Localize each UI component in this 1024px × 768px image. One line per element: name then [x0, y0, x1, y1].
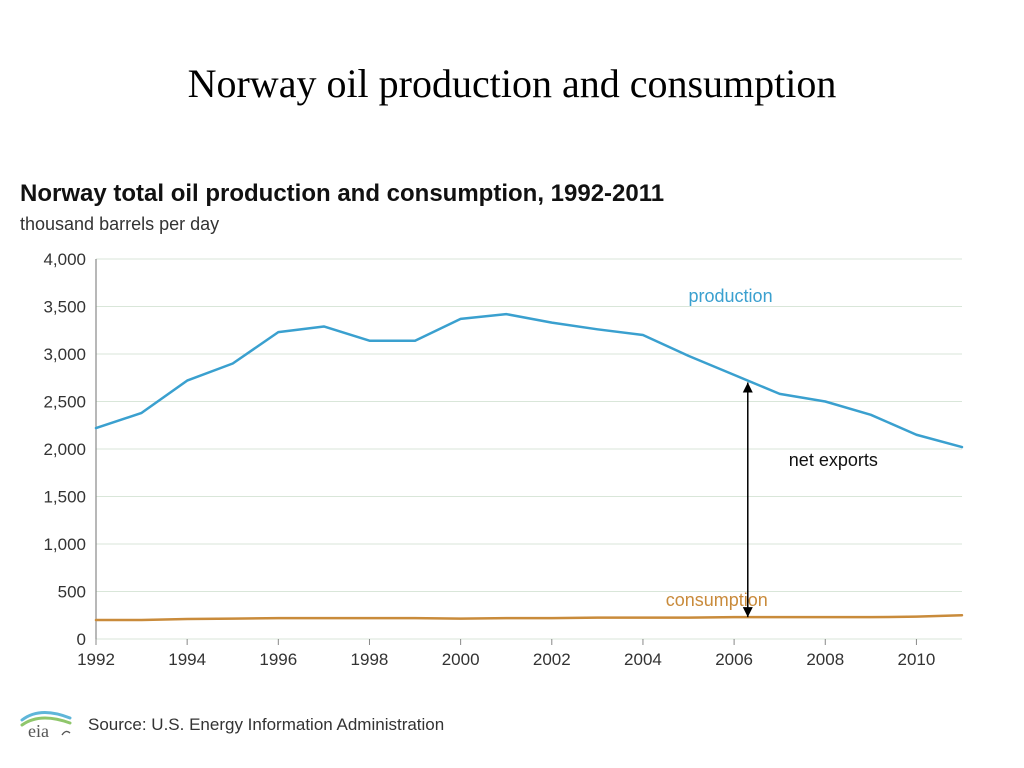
y-tick-label: 500: [58, 583, 86, 602]
x-tick-label: 1994: [168, 650, 206, 669]
x-tick-label: 2010: [898, 650, 936, 669]
y-tick-label: 4,000: [43, 250, 86, 269]
series-production: [96, 314, 962, 447]
chart-title: Norway total oil production and consumpt…: [20, 180, 1000, 208]
arrowhead-down-icon: [743, 607, 753, 617]
x-tick-label: 2008: [806, 650, 844, 669]
series-label-production: production: [689, 286, 773, 306]
logo-paren-icon: [62, 731, 70, 735]
source-text: Source: U.S. Energy Information Administ…: [88, 715, 444, 735]
y-tick-label: 0: [77, 630, 86, 649]
source-row: eia Source: U.S. Energy Information Admi…: [20, 710, 444, 740]
eia-logo: eia: [20, 710, 76, 740]
arrowhead-up-icon: [743, 383, 753, 393]
x-tick-label: 2002: [533, 650, 571, 669]
line-chart-svg: 0 500 1,000 1,500 2,000 2,500 3,000 3,500 4,000 1…: [20, 249, 980, 679]
y-tick-label: 1,500: [43, 488, 86, 507]
x-tick-label: 1998: [351, 650, 389, 669]
x-tick-label: 1992: [77, 650, 115, 669]
x-tick-label: 2000: [442, 650, 480, 669]
chart-subtitle: thousand barrels per day: [20, 214, 1000, 235]
y-tick-label: 3,500: [43, 298, 86, 317]
y-tick-label: 3,000: [43, 345, 86, 364]
y-tick-label: 2,500: [43, 393, 86, 412]
y-tick-label: 1,000: [43, 535, 86, 554]
y-tick-label: 2,000: [43, 440, 86, 459]
series-label-consumption: consumption: [666, 590, 768, 610]
x-tick-label: 1996: [259, 650, 297, 669]
series-consumption: [96, 615, 962, 620]
net-exports-label: net exports: [789, 450, 878, 470]
logo-text: eia: [28, 721, 49, 740]
plot-area: 0 500 1,000 1,500 2,000 2,500 3,000 3,500 4,000 1…: [20, 249, 980, 679]
x-tick-label: 2004: [624, 650, 662, 669]
x-tick-label: 2006: [715, 650, 753, 669]
slide-title: Norway oil production and consumption: [0, 0, 1024, 107]
chart-block: Norway total oil production and consumpt…: [20, 180, 1000, 679]
